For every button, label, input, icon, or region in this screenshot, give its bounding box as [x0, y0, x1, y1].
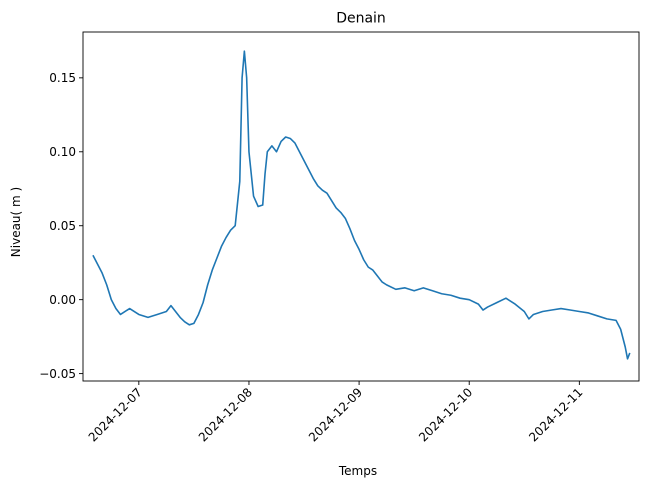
y-tick-label: −0.05: [39, 367, 76, 381]
x-tick-label: 2024-12-08: [196, 385, 255, 444]
y-tick-label: 0.10: [49, 145, 76, 159]
y-axis-label: Niveau( m ): [9, 187, 23, 257]
series-line: [92, 50, 631, 360]
y-tick-label: 0.05: [49, 219, 76, 233]
x-axis-label: Temps: [338, 464, 377, 478]
x-tick-label: 2024-12-11: [526, 385, 585, 444]
y-axis: −0.05 0.00 0.05 0.10 0.15: [39, 71, 83, 381]
x-tick-label: 2024-12-10: [416, 385, 475, 444]
chart-title: Denain: [336, 11, 386, 27]
x-tick-label: 2024-12-09: [306, 385, 365, 444]
x-tick-label: 2024-12-07: [86, 385, 145, 444]
plot-frame: [82, 31, 640, 382]
y-tick-label: 0.15: [49, 71, 76, 85]
y-tick-label: 0.00: [49, 293, 76, 307]
x-axis: 2024-12-07 2024-12-08 2024-12-09 2024-12-10…: [86, 381, 585, 444]
